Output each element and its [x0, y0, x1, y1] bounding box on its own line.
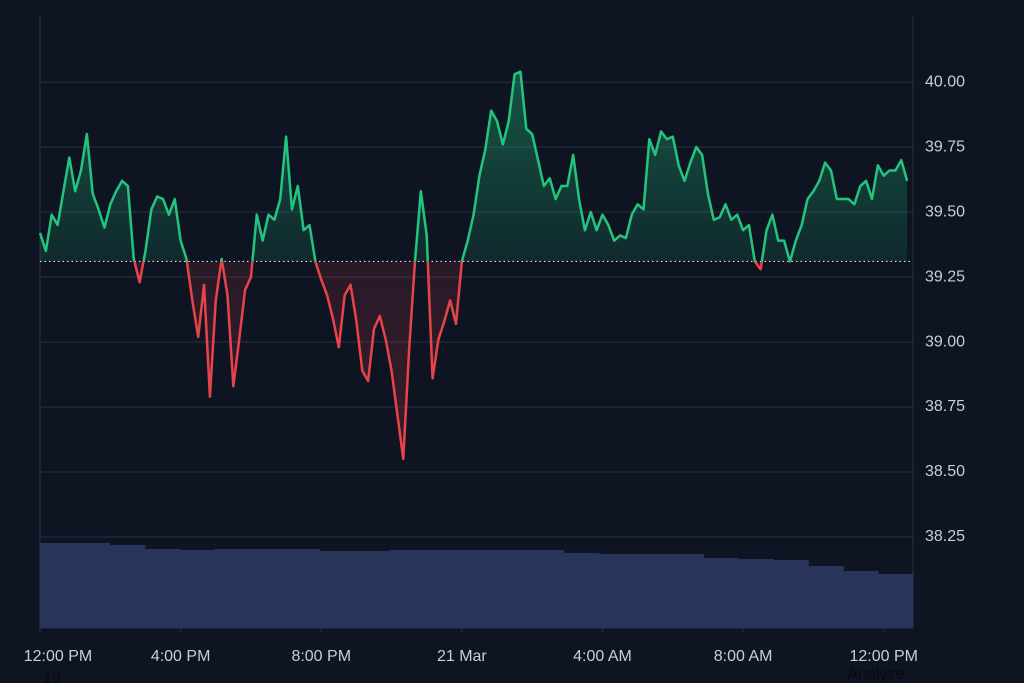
- y-tick-label: 39.50: [925, 203, 965, 220]
- volume-bar: [493, 550, 530, 628]
- x-tick-label: 12:00 PM: [849, 648, 917, 665]
- x-tick-label: 21 Mar: [437, 648, 487, 665]
- annotation: 10: [43, 670, 61, 683]
- area: [40, 71, 908, 460]
- volume-bar: [40, 543, 76, 628]
- volume-bar: [214, 549, 251, 628]
- volume-bar: [528, 550, 565, 628]
- volume-bar: [109, 545, 146, 628]
- y-tick-label: 40.00: [925, 73, 965, 90]
- price-line: [38, 70, 909, 461]
- x-tick-label: 8:00 AM: [714, 648, 773, 665]
- y-tick-label: 39.75: [925, 138, 965, 155]
- volume-bar: [354, 551, 390, 628]
- x-tick-label: 4:00 AM: [573, 648, 632, 665]
- volume-bar: [249, 549, 285, 628]
- volume-bar: [773, 560, 809, 628]
- y-tick-label: 39.25: [925, 268, 965, 285]
- x-tick-label: 12:00 PM: [24, 648, 92, 665]
- volume-bar: [598, 554, 635, 628]
- y-tick-label: 38.25: [925, 528, 965, 545]
- volume-bar: [843, 571, 879, 628]
- volume-bar: [668, 554, 704, 628]
- volume-bar: [179, 550, 216, 628]
- volume-bar: [319, 551, 355, 628]
- volume-bar: [424, 550, 460, 628]
- volume-bar: [74, 543, 111, 628]
- volume-bar: [389, 550, 425, 628]
- volume-bar: [284, 549, 320, 628]
- volume-bar: [459, 550, 495, 628]
- x-tick-label: 4:00 PM: [151, 648, 211, 665]
- volume-bar: [808, 566, 844, 628]
- x-tick-label: 8:00 PM: [291, 648, 351, 665]
- volume-bar: [703, 558, 739, 628]
- volume-bar: [878, 574, 914, 628]
- volume-bar: [144, 549, 181, 628]
- y-tick-label: 38.50: [925, 463, 965, 480]
- volume-bar: [738, 559, 774, 628]
- y-tick-label: 38.75: [925, 398, 965, 415]
- volume-bar: [563, 553, 600, 628]
- volume-bar: [633, 554, 670, 628]
- y-tick-label: 39.00: [925, 333, 965, 350]
- annotation: Analyze: [848, 666, 905, 683]
